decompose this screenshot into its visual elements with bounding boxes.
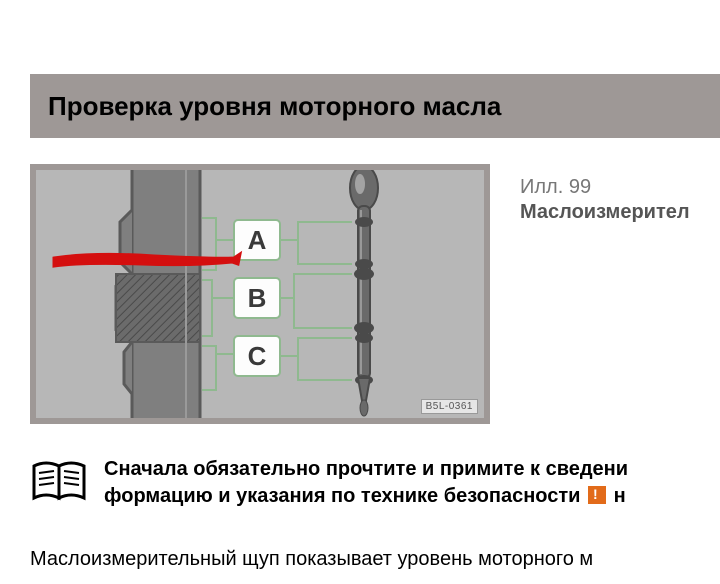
flat-dipstick xyxy=(116,170,200,418)
book-icon xyxy=(30,460,88,504)
warning-text: Сначала обязательно прочтите и примите к… xyxy=(104,456,628,510)
warning-row: Сначала обязательно прочтите и примите к… xyxy=(30,456,720,510)
figure-number: Илл. 99 xyxy=(520,176,690,199)
figure-caption: Илл. 99 Маслоизмерител xyxy=(520,176,690,224)
body-text: Маслоизмерительный щуп показывает уровен… xyxy=(30,548,720,571)
warning-line1: Сначала обязательно прочтите и примите к… xyxy=(104,458,628,480)
connectors-left xyxy=(202,218,234,390)
warning-line2b: н xyxy=(614,485,626,507)
figure-title: Маслоизмерител xyxy=(520,201,690,224)
warning-icon xyxy=(588,486,606,504)
label-boxes: A B C xyxy=(234,220,280,376)
round-dipstick xyxy=(350,170,378,416)
dipstick-svg: A B C xyxy=(36,170,484,418)
dipstick-diagram: A B C xyxy=(30,164,490,424)
zone-label-b: B xyxy=(248,283,267,313)
section-title: Проверка уровня моторного масла xyxy=(48,91,501,122)
section-title-bar: Проверка уровня моторного масла xyxy=(30,74,720,138)
figure-code: B5L-0361 xyxy=(421,399,478,414)
warning-line2a: формацию и указания по технике безопасно… xyxy=(104,485,580,507)
zone-label-a: A xyxy=(248,225,267,255)
zone-label-c: C xyxy=(248,341,267,371)
connectors-right xyxy=(280,222,352,380)
red-annotation xyxy=(54,254,240,266)
